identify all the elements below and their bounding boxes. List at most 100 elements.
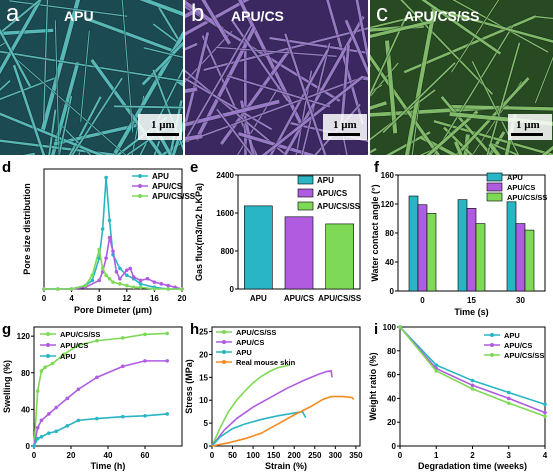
legend-marker (138, 174, 142, 178)
data-point (180, 287, 184, 291)
y-axis-label: Stress (MPa) (184, 359, 194, 414)
bar (475, 223, 486, 292)
y-tick-label: 10 (199, 396, 208, 405)
legend-marker (490, 333, 494, 337)
scale-bar (328, 133, 360, 136)
legend-marker (490, 353, 494, 357)
x-tick-label: 200 (288, 451, 302, 460)
chart-panel-e: e 0 800 1600 2400 Gas flux(m3/m2 h.KPa) APU APU… (190, 159, 362, 303)
fiber (370, 14, 408, 97)
fiber (440, 96, 493, 155)
data-point (543, 414, 547, 419)
fiber (382, 62, 456, 133)
y-tick-label: 5 (204, 419, 209, 428)
series-line-apu-cs-ss (33, 332, 168, 447)
y-tick-label: 1600 (216, 209, 234, 218)
data-point (35, 389, 40, 393)
data-point (76, 343, 81, 348)
legend-label: Real mouse skin (236, 358, 296, 367)
fiber (426, 110, 479, 155)
bar (524, 229, 535, 292)
data-point (50, 361, 55, 366)
fiber (220, 45, 293, 145)
fiber (0, 28, 54, 36)
data-point (138, 285, 143, 290)
fiber (201, 0, 232, 45)
fiber (400, 0, 494, 95)
x-tick-label: 1 (434, 451, 439, 460)
y-tick-label: 25 (199, 328, 208, 337)
panel-letter: c (376, 0, 388, 27)
sample-label: APU/CS (231, 8, 284, 24)
fiber (0, 112, 105, 155)
fiber (185, 99, 280, 127)
fiber (295, 70, 313, 155)
x-tick-label: 40 (104, 451, 113, 460)
y-axis-label: Pore size distribution (22, 183, 32, 275)
legend-swatch (486, 192, 503, 202)
fiber (68, 96, 102, 155)
y-tick-label: 0 (230, 285, 235, 294)
legend-marker (138, 184, 142, 188)
x-tick-label: 20 (178, 294, 187, 303)
fiber (370, 54, 441, 155)
data-point (43, 365, 47, 370)
y-tick-label: 0 (392, 442, 397, 451)
y-tick-label: 60 (387, 371, 396, 380)
fiber (237, 132, 317, 155)
data-point (543, 402, 547, 407)
fiber (114, 105, 183, 109)
data-point (107, 276, 112, 281)
fiber (452, 0, 549, 53)
fiber (454, 77, 530, 155)
data-point (39, 418, 44, 423)
fiber (534, 56, 553, 104)
data-point (97, 247, 101, 252)
fiber (185, 25, 252, 143)
scale-bar-label: 1 μm (333, 119, 357, 131)
chart-panel-g: g 0 40 80 120 0 20 40 60 Time (h) Swelling (%) APU/… (2, 321, 183, 471)
data-point (166, 287, 170, 291)
x-tick-label: 150 (267, 451, 281, 460)
y-tick-label: 20 (387, 418, 396, 427)
x-axis-label: Degradation time (weeks) (418, 461, 527, 471)
data-point (152, 280, 157, 284)
data-point (128, 266, 133, 271)
fiber (326, 0, 365, 125)
legend-marker (46, 343, 50, 347)
fiber (185, 32, 210, 132)
x-tick-label: 3 (507, 451, 512, 460)
fiber (216, 108, 254, 155)
data-point (107, 218, 112, 223)
x-tick-label: 0 (42, 294, 47, 303)
data-point (83, 283, 88, 288)
scale-bar (511, 133, 543, 136)
x-axis-label: Time (h) (91, 461, 126, 471)
plot-frame (33, 326, 183, 447)
fiber (269, 49, 329, 155)
data-point (138, 278, 143, 283)
x-tick-label: 0 (398, 451, 403, 460)
data-point (121, 336, 125, 340)
fiber (420, 135, 459, 155)
legend-label: APU/CS/SS (236, 328, 276, 337)
data-point (32, 444, 36, 448)
y-tick-label: 15 (199, 373, 208, 382)
x-category-label: 0 (420, 296, 425, 305)
fiber (283, 15, 365, 155)
chart-panel-i: i 0 20 40 60 80 100 0 1 2 3 4 Degradation time (week… (368, 321, 548, 471)
legend-marker (222, 330, 226, 334)
data-point (118, 282, 122, 286)
y-tick-label: 120 (17, 332, 31, 341)
data-point (35, 436, 40, 441)
bar (457, 199, 468, 292)
legend-label: APU/CS/SS (504, 351, 544, 360)
fiber (9, 0, 128, 17)
data-point (69, 287, 74, 291)
bar (506, 201, 517, 292)
bar (417, 204, 428, 292)
chart-panel-d: d 0 4 8 12 16 20 Pore Dimeter (μm) Pore size dis… (2, 159, 196, 315)
fiber (491, 142, 521, 155)
fiber (131, 95, 145, 155)
